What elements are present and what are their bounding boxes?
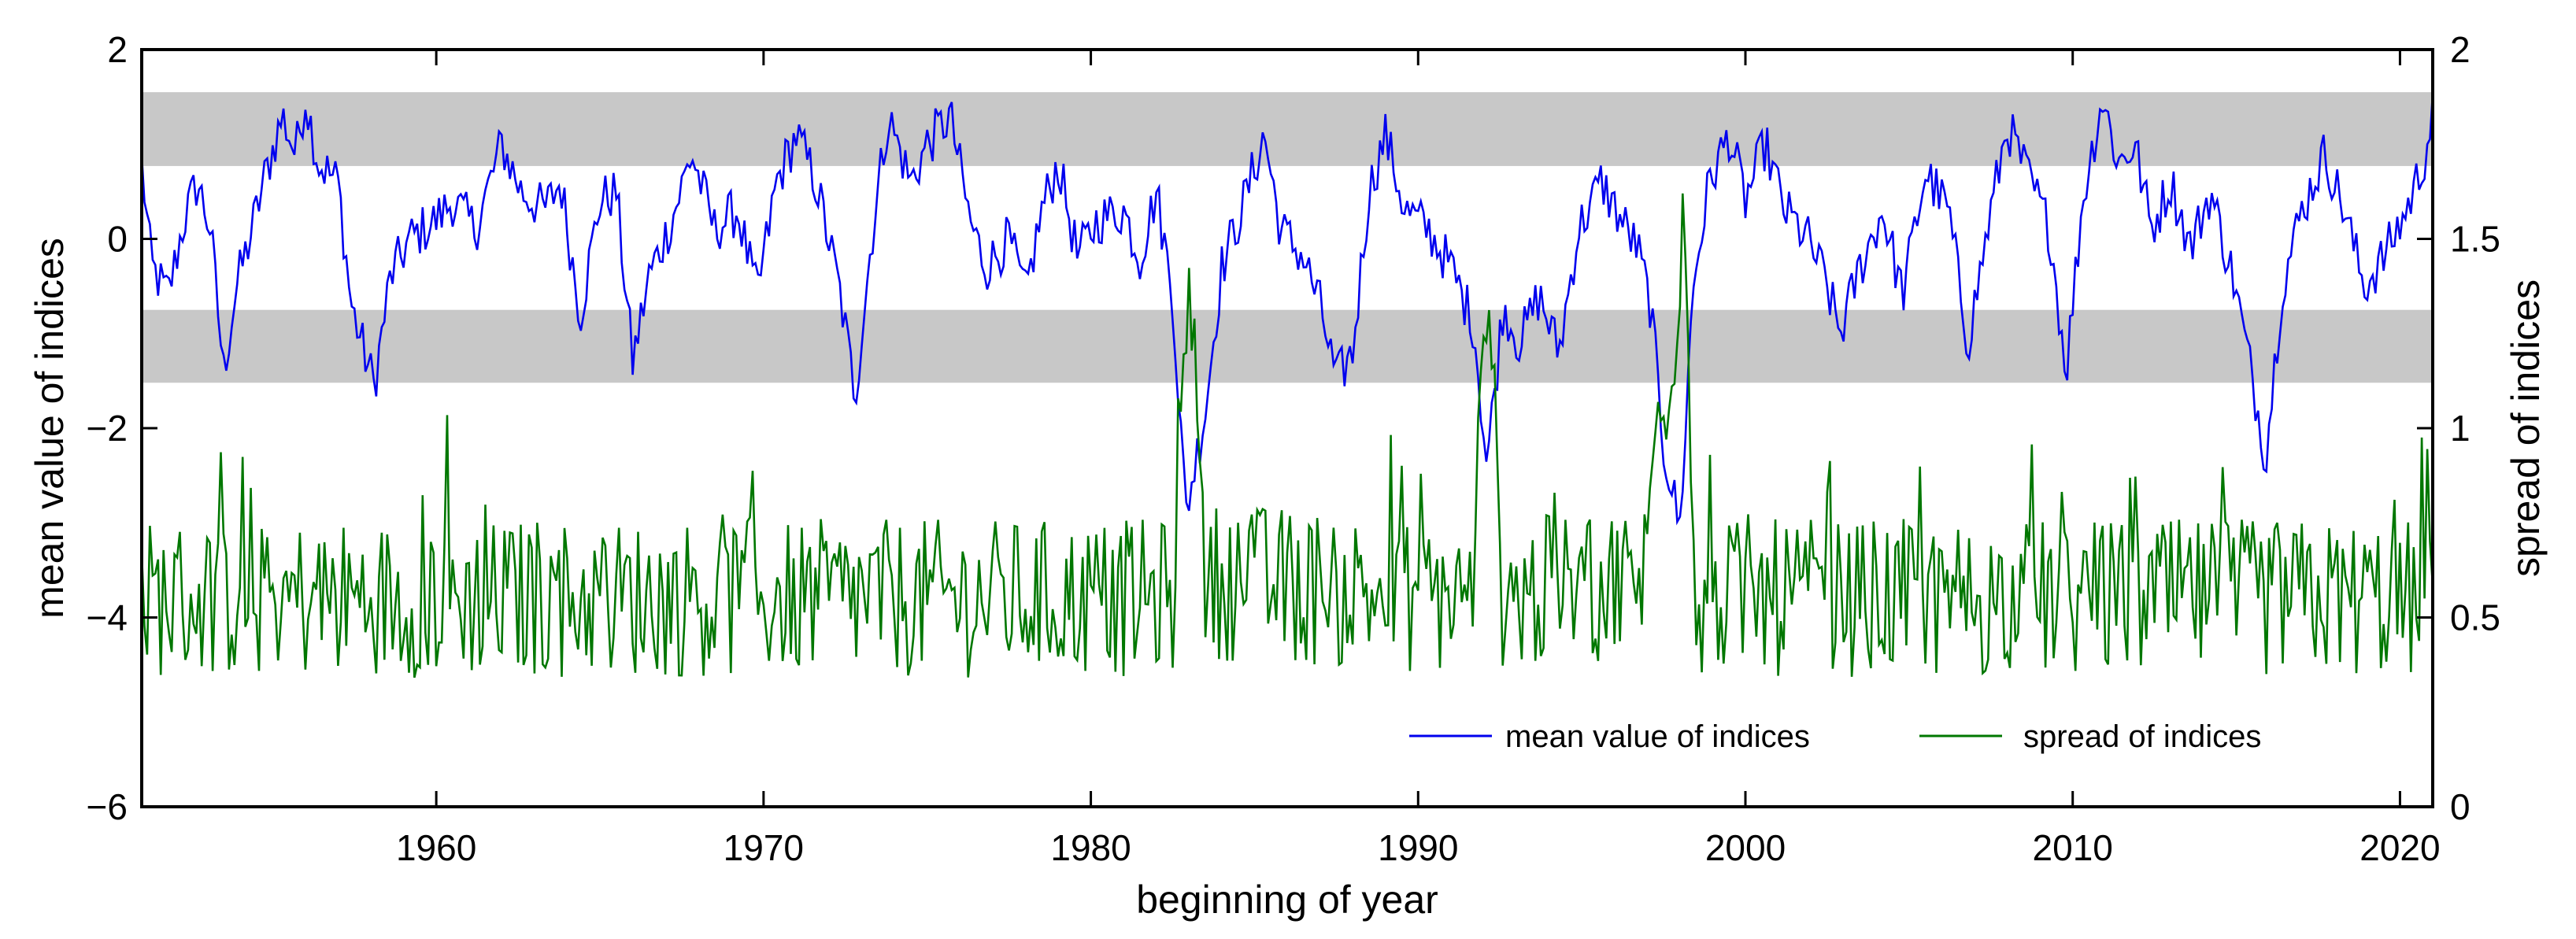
band-1 [142,309,2433,383]
x-tick-label-1990: 1990 [1378,827,1458,868]
y-right-tick-label-2: 1 [2450,408,2471,449]
y-axis-right-label: spread of indices [2504,279,2548,577]
y-right-tick-label-4: 0 [2450,786,2471,827]
y-left-tick-label-1: 0 [107,219,128,260]
bands-layer [142,92,2433,383]
x-tick-label-2000: 2000 [1705,827,1786,868]
y-left-tick-label-4: −6 [87,786,128,827]
series-line-spread-of-indices [140,193,2434,678]
y-left-tick-label-3: −4 [87,597,128,638]
legend: mean value of indices spread of indices [1409,719,2261,754]
y-left-tick-label-0: 2 [107,29,128,70]
y-right-tick-label-0: 2 [2450,29,2471,70]
x-tick-label-2020: 2020 [2359,827,2440,868]
y-right-tick-label-1: 1.5 [2450,219,2500,260]
legend-label-mean: mean value of indices [1505,719,1810,754]
x-tick-label-2010: 2010 [2033,827,2113,868]
x-tick-label-1970: 1970 [724,827,804,868]
y-left-tick-label-2: −2 [87,408,128,449]
x-tick-label-1960: 1960 [396,827,476,868]
band-0 [142,92,2433,166]
y-axis-left-label: mean value of indices [28,238,72,619]
ticks-layer: 1960 1970 1980 1990 2000 2010 202020−2−4−621.5… [87,29,2500,868]
x-axis-label: beginning of year [1136,878,1438,922]
x-tick-label-1980: 1980 [1050,827,1131,868]
legend-label-spread: spread of indices [2023,719,2261,754]
y-right-tick-label-3: 0.5 [2450,597,2500,638]
series-line-mean-value-of-indices [140,93,2434,526]
series-layer [140,93,2434,678]
